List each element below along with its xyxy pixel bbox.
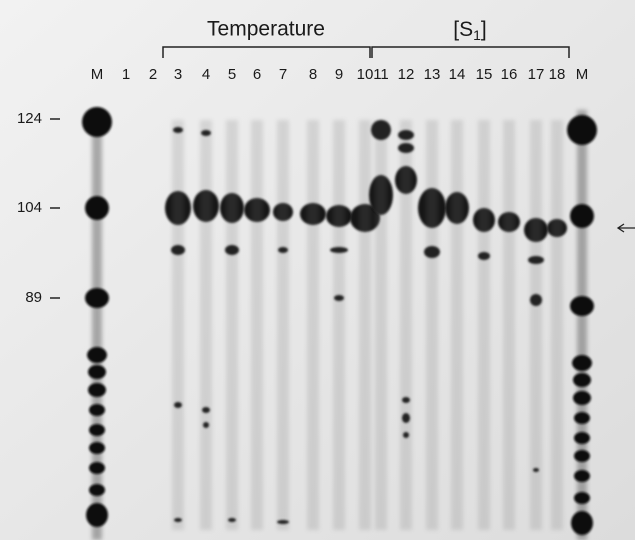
band bbox=[85, 288, 109, 308]
band bbox=[203, 422, 209, 428]
lane-label: 6 bbox=[253, 66, 261, 83]
band bbox=[85, 196, 109, 220]
band bbox=[173, 127, 183, 133]
lane-smear bbox=[426, 120, 438, 530]
lane-label: 14 bbox=[449, 66, 466, 83]
band bbox=[567, 115, 597, 145]
lane-label: 18 bbox=[549, 66, 566, 83]
band bbox=[278, 247, 288, 253]
band bbox=[573, 373, 591, 387]
lane-smear bbox=[375, 120, 387, 530]
lane-smear bbox=[226, 120, 238, 530]
lane-smear bbox=[530, 120, 542, 530]
size-label: 89 bbox=[25, 289, 42, 306]
lane-smear bbox=[251, 120, 263, 530]
lane-label: 12 bbox=[398, 66, 415, 83]
lane-label: 4 bbox=[202, 66, 210, 83]
lane-smear bbox=[577, 110, 587, 540]
size-label: 124 bbox=[17, 110, 42, 127]
band bbox=[573, 391, 591, 405]
label-part: ] bbox=[481, 18, 487, 41]
lane-smear bbox=[400, 120, 412, 530]
band bbox=[89, 424, 105, 436]
group-label: [S1] bbox=[453, 18, 486, 43]
band bbox=[277, 520, 289, 524]
lane-label: 13 bbox=[424, 66, 441, 83]
gel-bands bbox=[82, 107, 597, 540]
lane-label: 9 bbox=[335, 66, 343, 83]
band bbox=[571, 511, 593, 535]
lane-smear bbox=[478, 120, 490, 530]
band bbox=[228, 518, 236, 522]
lane-label: M bbox=[576, 66, 589, 83]
band bbox=[82, 107, 112, 137]
band bbox=[570, 204, 594, 228]
band bbox=[201, 130, 211, 136]
band bbox=[574, 432, 590, 444]
lane-smear bbox=[551, 120, 563, 530]
lane-label: 5 bbox=[228, 66, 236, 83]
band bbox=[528, 256, 544, 264]
band bbox=[89, 462, 105, 474]
lane-label: 16 bbox=[501, 66, 518, 83]
lane-smear bbox=[172, 120, 184, 530]
band bbox=[533, 468, 539, 472]
band bbox=[225, 245, 239, 255]
band bbox=[89, 442, 105, 454]
lane-label: 8 bbox=[309, 66, 317, 83]
band bbox=[330, 247, 348, 253]
group-label: Temperature bbox=[207, 18, 325, 41]
band bbox=[574, 470, 590, 482]
band bbox=[424, 246, 440, 258]
band bbox=[89, 404, 105, 416]
band bbox=[574, 450, 590, 462]
band bbox=[174, 402, 182, 408]
band bbox=[86, 503, 108, 527]
band bbox=[574, 492, 590, 504]
band bbox=[403, 432, 409, 438]
band bbox=[171, 245, 185, 255]
arrow bbox=[616, 223, 635, 233]
band bbox=[371, 120, 391, 140]
group-bracket bbox=[162, 46, 371, 58]
band bbox=[570, 296, 594, 316]
band bbox=[89, 484, 105, 496]
lane-smear bbox=[92, 110, 102, 540]
band bbox=[478, 252, 490, 260]
lane-label: 10 bbox=[357, 66, 374, 83]
lane-label: 7 bbox=[279, 66, 287, 83]
band bbox=[398, 143, 414, 153]
group-bracket bbox=[371, 46, 570, 58]
lane-smear bbox=[451, 120, 463, 530]
band bbox=[88, 383, 106, 397]
band bbox=[334, 295, 344, 301]
lane-smear bbox=[359, 120, 371, 530]
lane-label: 17 bbox=[528, 66, 545, 83]
lane-smear bbox=[307, 120, 319, 530]
lane-label: 1 bbox=[122, 66, 130, 83]
lane-label: M bbox=[91, 66, 104, 83]
band bbox=[174, 518, 182, 522]
band bbox=[402, 397, 410, 403]
lane-label: 2 bbox=[149, 66, 157, 83]
band bbox=[398, 130, 414, 140]
band bbox=[88, 365, 106, 379]
lane-smear bbox=[277, 120, 289, 530]
label-part: [S bbox=[453, 18, 473, 41]
lane-smear bbox=[200, 120, 212, 530]
band bbox=[202, 407, 210, 413]
lane-label: 3 bbox=[174, 66, 182, 83]
band bbox=[87, 347, 107, 363]
label-subscript: 1 bbox=[473, 27, 481, 43]
lane-smear bbox=[503, 120, 515, 530]
lane-label: 15 bbox=[476, 66, 493, 83]
size-label: 104 bbox=[17, 199, 42, 216]
band bbox=[572, 355, 592, 371]
lane-label: 11 bbox=[373, 66, 389, 83]
band bbox=[530, 294, 542, 306]
band bbox=[402, 413, 410, 423]
band bbox=[574, 412, 590, 424]
lane-smear bbox=[333, 120, 345, 530]
